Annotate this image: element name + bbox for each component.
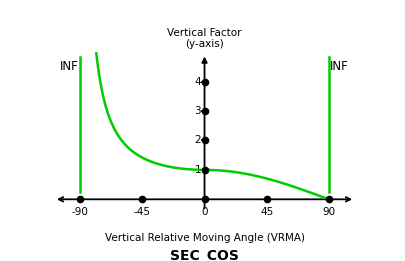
Text: 3: 3 xyxy=(194,106,201,116)
Text: 2: 2 xyxy=(194,135,201,145)
Text: Vertical Factor
(y-axis): Vertical Factor (y-axis) xyxy=(167,28,242,49)
Text: INF: INF xyxy=(330,60,349,73)
Text: -90: -90 xyxy=(72,207,89,217)
Text: 0: 0 xyxy=(201,207,208,217)
Text: 90: 90 xyxy=(322,207,335,217)
Text: SEC_COS: SEC_COS xyxy=(170,249,239,261)
Text: 4: 4 xyxy=(194,77,201,87)
Text: 45: 45 xyxy=(260,207,273,217)
Text: -45: -45 xyxy=(134,207,151,217)
Text: Vertical Relative Moving Angle (VRMA): Vertical Relative Moving Angle (VRMA) xyxy=(104,233,305,243)
Text: 1: 1 xyxy=(194,165,201,175)
Text: INF: INF xyxy=(60,60,78,73)
